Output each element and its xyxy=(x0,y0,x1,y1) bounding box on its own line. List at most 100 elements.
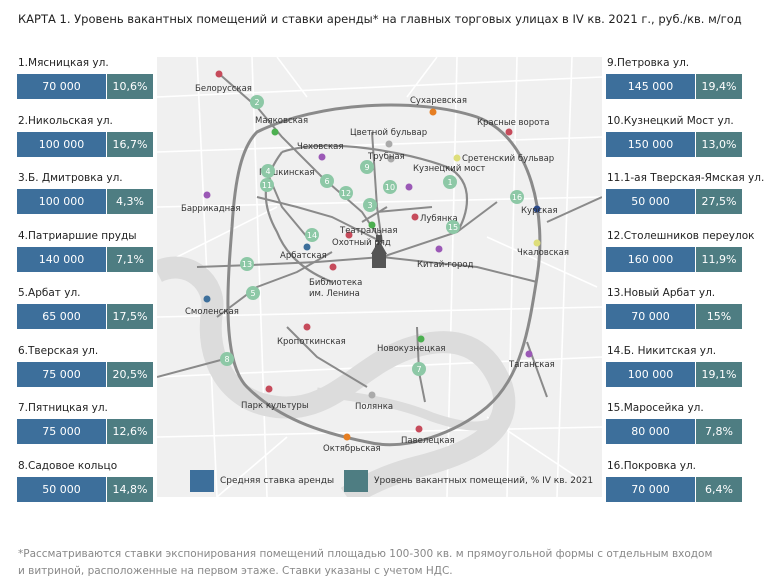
street-item-2: 2.Никольская ул. 100 000 16,7% xyxy=(17,113,153,171)
station-label: Арбатская xyxy=(280,251,327,261)
rate-value: 75 000 xyxy=(17,419,107,444)
rate-value: 50 000 xyxy=(606,189,696,214)
station-label: Библиотека xyxy=(309,278,362,288)
street-marker-9: 9 xyxy=(364,163,369,172)
station-label: Полянка xyxy=(355,402,393,412)
street-label: 10.Кузнецкий Мост ул. xyxy=(607,114,734,127)
street-markers: 1 2 3 4 5 6 7 8 9 10 11 12 13 14 15 16 xyxy=(220,95,524,376)
street-item-5: 5.Арбат ул. 65 000 17,5% xyxy=(17,285,153,343)
rate-value: 70 000 xyxy=(606,476,696,502)
moskva-river xyxy=(157,256,516,497)
vacancy-value: 16,7% xyxy=(107,131,153,157)
station-label: Баррикадная xyxy=(181,204,240,214)
boulevard-ring xyxy=(281,144,469,233)
street-label: 4.Патриаршие пруды xyxy=(18,229,137,242)
street-label: 12.Столешников переулок xyxy=(607,229,755,242)
footnote-line-1: *Рассматриваются ставки экспонирования п… xyxy=(18,548,713,560)
street-item-3: 3.Б. Дмитровка ул. 100 000 4,3% xyxy=(17,170,153,228)
street-item-13: 13.Новый Арбат ул. 70 000 15% xyxy=(606,285,742,343)
station-label: Смоленская xyxy=(185,307,239,317)
street-item-12: 12.Столешников переулок 160 000 11,9% xyxy=(606,228,755,286)
street-marker-15: 15 xyxy=(448,223,458,232)
footnote-line-2: и витриной, расположенные на первом этаж… xyxy=(18,565,453,577)
vacancy-value: 4,3% xyxy=(107,189,153,214)
rate-value: 160 000 xyxy=(606,246,696,272)
street-item-15: 15.Маросейка ул. 80 000 7,8% xyxy=(606,400,742,458)
street-item-1: 1.Мясницкая ул. 70 000 10,6% xyxy=(17,55,153,113)
sadovoe-koltso-ring xyxy=(226,103,542,447)
street-marker-1: 1 xyxy=(447,178,452,187)
street-item-7: 7.Пятницкая ул. 75 000 12,6% xyxy=(17,400,153,458)
street-marker-5: 5 xyxy=(250,289,255,298)
vacancy-value: 14,8% xyxy=(107,476,153,502)
legend-vacancy-swatch xyxy=(344,470,368,492)
rate-value: 145 000 xyxy=(606,74,696,99)
street-label: 6.Тверская ул. xyxy=(18,344,99,357)
station-label: Чеховская xyxy=(297,142,343,152)
street-item-8: 8.Садовое кольцо 50 000 14,8% xyxy=(17,458,153,516)
station-label: Китай-город xyxy=(417,260,474,270)
kremlin-icon xyxy=(371,235,387,268)
station-label: Сухаревская xyxy=(410,96,467,106)
station-label: Лубянка xyxy=(420,214,458,224)
rate-value: 75 000 xyxy=(17,361,107,387)
station-label: Сретенский бульвар xyxy=(462,154,554,164)
street-marker-10: 10 xyxy=(385,183,395,192)
footnote: *Рассматриваются ставки экспонирования п… xyxy=(18,546,748,580)
vacancy-value: 20,5% xyxy=(107,361,153,387)
street-marker-14: 14 xyxy=(307,231,317,240)
street-marker-12: 12 xyxy=(341,189,351,198)
station-label: Трубная xyxy=(367,152,405,162)
rate-value: 70 000 xyxy=(17,74,107,99)
station-label: Маяковская xyxy=(255,116,308,126)
legend-rate-label: Средняя ставка аренды xyxy=(220,476,335,486)
street-marker-3: 3 xyxy=(367,201,372,210)
station-label: Белорусская xyxy=(195,84,252,94)
rate-value: 100 000 xyxy=(606,361,696,387)
vacancy-value: 10,6% xyxy=(107,74,153,99)
metro-station-icons xyxy=(203,70,541,441)
rate-value: 65 000 xyxy=(17,304,107,329)
street-label: 8.Садовое кольцо xyxy=(18,459,118,472)
vacancy-value: 17,5% xyxy=(107,304,153,329)
street-label: 7.Пятницкая ул. xyxy=(18,402,108,414)
rate-value: 80 000 xyxy=(606,419,696,444)
vacancy-value: 6,4% xyxy=(696,476,742,502)
legend-vacancy: Уровень вакантных помещений, % IV кв. 20… xyxy=(344,470,593,492)
station-label: Красные ворота xyxy=(477,118,549,128)
rate-value: 50 000 xyxy=(17,476,107,502)
rate-value: 140 000 xyxy=(17,246,107,272)
street-label: 16.Покровка ул. xyxy=(607,459,697,472)
street-marker-7: 7 xyxy=(416,365,421,374)
street-item-6: 6.Тверская ул. 75 000 20,5% xyxy=(17,343,153,401)
street-item-16: 16.Покровка ул. 70 000 6,4% xyxy=(606,458,742,516)
legend-rate: Средняя ставка аренды xyxy=(190,470,334,492)
rate-value: 100 000 xyxy=(17,189,107,214)
street-item-14: 14.Б. Никитская ул. 100 000 19,1% xyxy=(606,343,742,401)
street-marker-13: 13 xyxy=(242,260,252,269)
street-marker-2: 2 xyxy=(254,98,259,107)
street-label: 3.Б. Дмитровка ул. xyxy=(18,172,123,184)
legend-vacancy-label: Уровень вакантных помещений, % IV кв. 20… xyxy=(374,476,594,486)
street-label: 14.Б. Никитская ул. xyxy=(607,344,717,357)
station-label: Цветной бульвар xyxy=(350,128,427,138)
station-label: Чкаловская xyxy=(517,248,569,258)
station-label: Октябрьская xyxy=(323,444,381,454)
page-title: КАРТА 1. Уровень вакантных помещений и с… xyxy=(18,12,742,26)
vacancy-value: 15% xyxy=(696,304,742,329)
street-label: 9.Петровка ул. xyxy=(607,57,690,69)
street-marker-8: 8 xyxy=(224,355,229,364)
vacancy-value: 27,5% xyxy=(696,189,742,214)
street-label: 13.Новый Арбат ул. xyxy=(607,287,716,299)
rate-value: 100 000 xyxy=(17,131,107,157)
vacancy-value: 7,1% xyxy=(107,246,153,272)
station-label: Кузнецкий мост xyxy=(413,164,485,174)
street-label: 11.1-ая Тверская-Ямская ул. xyxy=(607,172,764,184)
street-label: 2.Никольская ул. xyxy=(18,114,113,127)
vacancy-value: 11,9% xyxy=(696,246,742,272)
station-label: Театральная xyxy=(339,226,398,236)
vacancy-value: 12,6% xyxy=(107,419,153,444)
right-streets-panel: 9.Петровка ул. 145 000 19,4% 10.Кузнецкий… xyxy=(606,55,764,516)
left-streets-panel: 1.Мясницкая ул. 70 000 10,6% 2.Никольская… xyxy=(17,55,153,515)
street-marker-11: 11 xyxy=(262,181,272,190)
